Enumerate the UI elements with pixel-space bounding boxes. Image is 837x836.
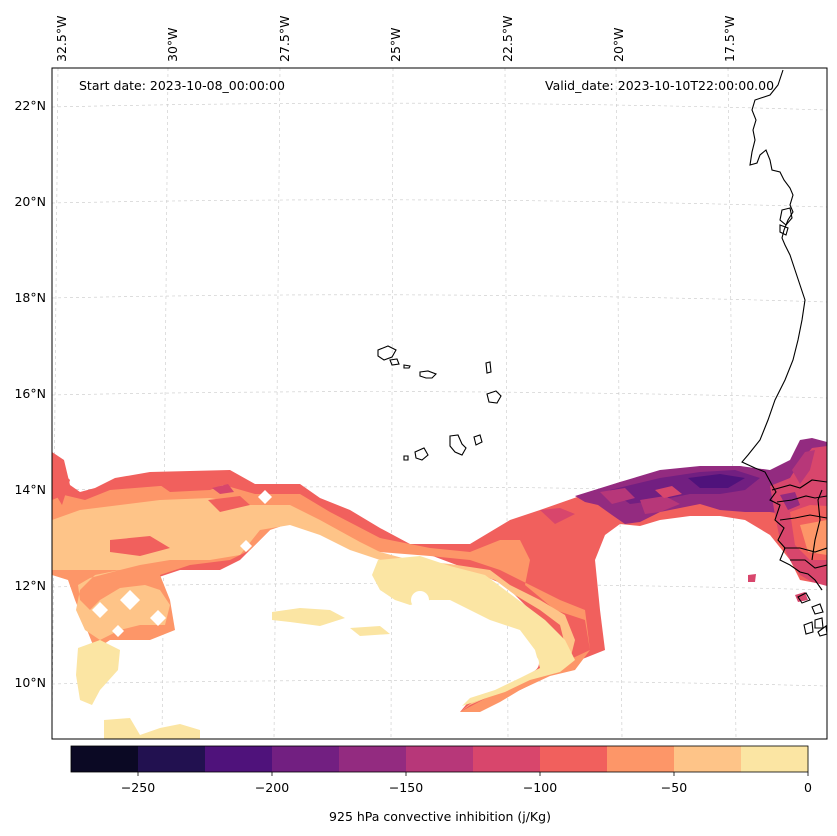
cin-yellow-strip2 <box>350 626 390 636</box>
africa-coast <box>741 69 823 591</box>
colorbar-swatch <box>71 746 139 772</box>
cin-band-west-light <box>52 498 575 712</box>
lat-label-10n: 10°N <box>14 675 46 690</box>
map-panel <box>52 68 827 739</box>
colorbar-tick: −100 <box>522 780 558 795</box>
colorbar-tick: −200 <box>254 780 290 795</box>
colorbar-tick: 0 <box>804 780 812 795</box>
lon-label-22.5w: 22.5°W <box>500 15 515 62</box>
cin-yellow-strip <box>272 608 345 626</box>
lat-label-22n: 22°N <box>14 98 46 113</box>
lon-label-17.5w: 17.5°W <box>722 15 737 62</box>
lat-label-20n: 20°N <box>14 194 46 209</box>
lon-label-25w: 25°W <box>388 27 403 62</box>
cape-verde-santo-antao <box>377 345 397 361</box>
colorbar-swatch <box>272 746 340 772</box>
colorbar-swatch <box>406 746 474 772</box>
colorbar-swatch <box>540 746 608 772</box>
cin-yellow-bottom <box>104 718 200 739</box>
colorbar-swatch <box>138 746 206 772</box>
colorbar-swatch <box>339 746 407 772</box>
colorbar-frame <box>70 745 809 773</box>
colorbar-label: 925 hPa convective inhibition (j/Kg) <box>329 809 551 824</box>
start-date-label: Start date: 2023-10-08_00:00:00 <box>79 78 285 93</box>
colorbar-tick: −50 <box>660 780 688 795</box>
lon-label-30w: 30°W <box>165 27 180 62</box>
colorbar-swatch <box>674 746 742 772</box>
lon-label-32.5w: 32.5°W <box>54 15 69 62</box>
colorbar-swatch <box>741 746 809 772</box>
lon-label-20w: 20°W <box>611 27 626 62</box>
cin-yellow-sw <box>76 640 120 705</box>
colorbar-tick: −250 <box>120 780 156 795</box>
cin-contours <box>52 438 827 739</box>
lat-label-14n: 14°N <box>14 482 46 497</box>
colorbar-swatch <box>205 746 273 772</box>
lon-label-27.5w: 27.5°W <box>277 15 292 62</box>
colorbar-swatch <box>607 746 675 772</box>
coastlines <box>377 69 827 637</box>
valid-date-label: Valid_date: 2023-10-10T22:00:00.00 <box>545 78 775 93</box>
lat-label-16n: 16°N <box>14 386 46 401</box>
colorbar-swatch <box>473 746 541 772</box>
lat-label-18n: 18°N <box>14 290 46 305</box>
colorbar-tick: −150 <box>388 780 424 795</box>
colorbar <box>70 745 809 776</box>
lat-label-12n: 12°N <box>14 578 46 593</box>
